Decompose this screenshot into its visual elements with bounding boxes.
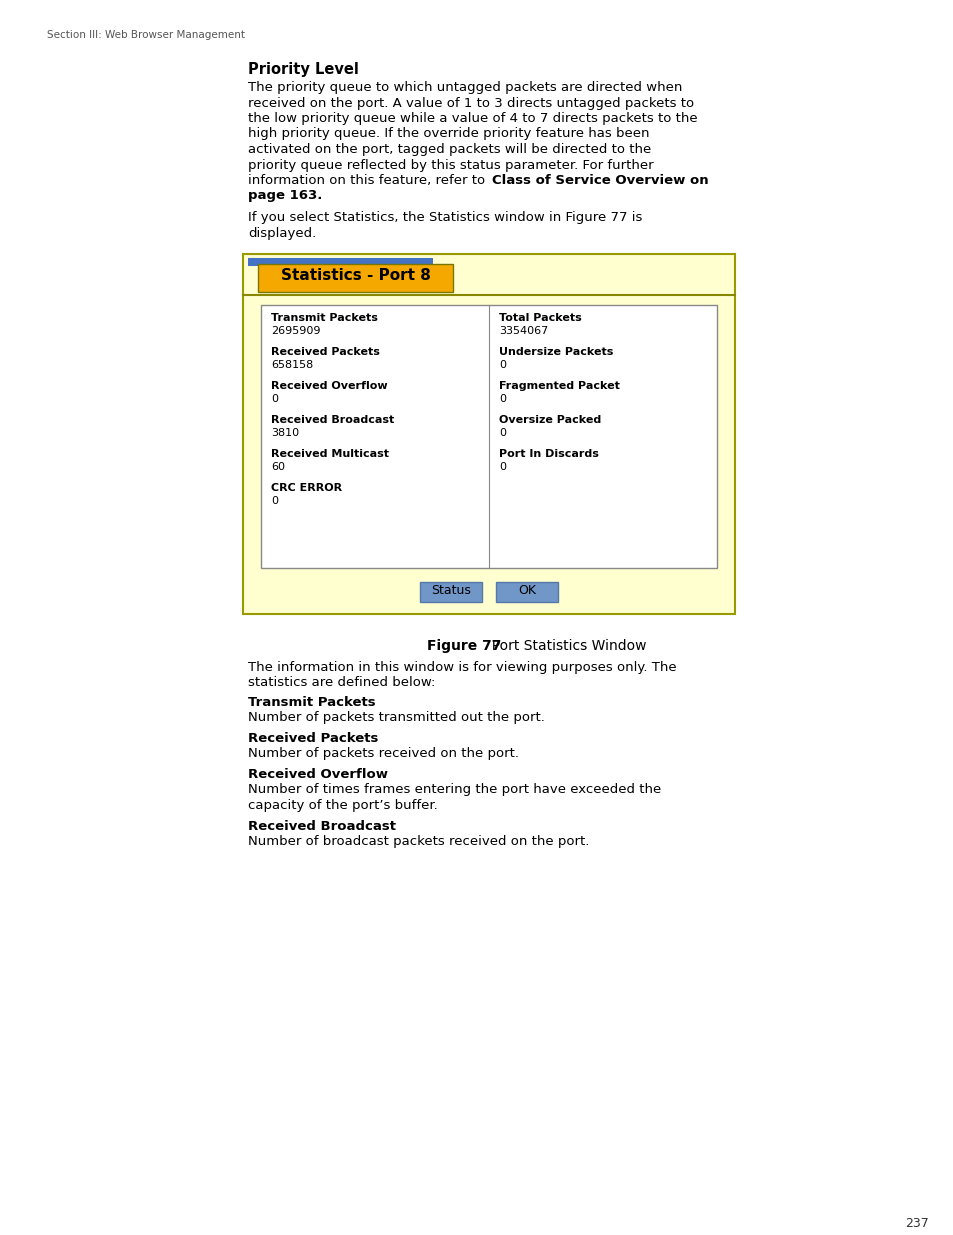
- Text: CRC ERROR: CRC ERROR: [271, 483, 342, 493]
- Text: Received Overflow: Received Overflow: [248, 768, 388, 781]
- Text: Class of Service Overview on: Class of Service Overview on: [492, 174, 708, 186]
- Text: Priority Level: Priority Level: [248, 62, 358, 77]
- Text: Figure 77: Figure 77: [427, 638, 501, 653]
- Bar: [419, 582, 481, 601]
- Text: Total Packets: Total Packets: [498, 312, 581, 324]
- Text: 0: 0: [498, 429, 505, 438]
- Text: If you select Statistics, the Statistics window in Figure 77 is: If you select Statistics, the Statistics…: [248, 211, 641, 224]
- Text: 0: 0: [498, 394, 505, 404]
- Bar: [261, 305, 717, 568]
- Text: capacity of the port’s buffer.: capacity of the port’s buffer.: [248, 799, 437, 811]
- Bar: [248, 258, 433, 266]
- Text: Fragmented Packet: Fragmented Packet: [498, 382, 619, 391]
- Text: priority queue reflected by this status parameter. For further: priority queue reflected by this status …: [248, 158, 653, 172]
- Text: Statistics - Port 8: Statistics - Port 8: [280, 268, 430, 283]
- Bar: [257, 264, 453, 291]
- Text: Status: Status: [431, 584, 471, 597]
- Text: Port In Discards: Port In Discards: [498, 450, 598, 459]
- Text: Number of packets received on the port.: Number of packets received on the port.: [248, 747, 518, 761]
- Text: Received Multicast: Received Multicast: [271, 450, 389, 459]
- Text: high priority queue. If the override priority feature has been: high priority queue. If the override pri…: [248, 127, 649, 141]
- Text: 0: 0: [271, 394, 277, 404]
- Text: Section III: Web Browser Management: Section III: Web Browser Management: [47, 30, 245, 40]
- Text: information on this feature, refer to: information on this feature, refer to: [248, 174, 489, 186]
- Text: 3810: 3810: [271, 429, 299, 438]
- Text: page 163.: page 163.: [248, 189, 322, 203]
- Text: Undersize Packets: Undersize Packets: [498, 347, 613, 357]
- Text: 658158: 658158: [271, 359, 313, 370]
- Text: Number of times frames entering the port have exceeded the: Number of times frames entering the port…: [248, 783, 660, 797]
- Text: Transmit Packets: Transmit Packets: [248, 697, 375, 709]
- Text: Number of packets transmitted out the port.: Number of packets transmitted out the po…: [248, 711, 544, 725]
- Text: 3354067: 3354067: [498, 326, 548, 336]
- Text: 0: 0: [498, 462, 505, 472]
- Text: Received Overflow: Received Overflow: [271, 382, 387, 391]
- Text: OK: OK: [517, 584, 536, 597]
- Text: received on the port. A value of 1 to 3 directs untagged packets to: received on the port. A value of 1 to 3 …: [248, 96, 694, 110]
- Bar: [496, 582, 558, 601]
- Text: displayed.: displayed.: [248, 226, 315, 240]
- Text: the low priority queue while a value of 4 to 7 directs packets to the: the low priority queue while a value of …: [248, 112, 697, 125]
- Text: activated on the port, tagged packets will be directed to the: activated on the port, tagged packets wi…: [248, 143, 651, 156]
- Text: The information in this window is for viewing purposes only. The: The information in this window is for vi…: [248, 661, 676, 674]
- Text: Number of broadcast packets received on the port.: Number of broadcast packets received on …: [248, 835, 589, 848]
- Text: Received Broadcast: Received Broadcast: [248, 820, 395, 832]
- Bar: [243, 254, 734, 614]
- Text: Received Packets: Received Packets: [271, 347, 379, 357]
- Text: statistics are defined below:: statistics are defined below:: [248, 677, 435, 689]
- Text: 0: 0: [498, 359, 505, 370]
- Text: 60: 60: [271, 462, 285, 472]
- Text: Oversize Packed: Oversize Packed: [498, 415, 600, 425]
- Text: 0: 0: [271, 496, 277, 506]
- Text: 2695909: 2695909: [271, 326, 320, 336]
- Text: Received Broadcast: Received Broadcast: [271, 415, 394, 425]
- Text: Received Packets: Received Packets: [248, 732, 378, 745]
- Text: Transmit Packets: Transmit Packets: [271, 312, 377, 324]
- Text: 237: 237: [904, 1216, 928, 1230]
- Text: The priority queue to which untagged packets are directed when: The priority queue to which untagged pac…: [248, 82, 681, 94]
- Text: Port Statistics Window: Port Statistics Window: [482, 638, 646, 653]
